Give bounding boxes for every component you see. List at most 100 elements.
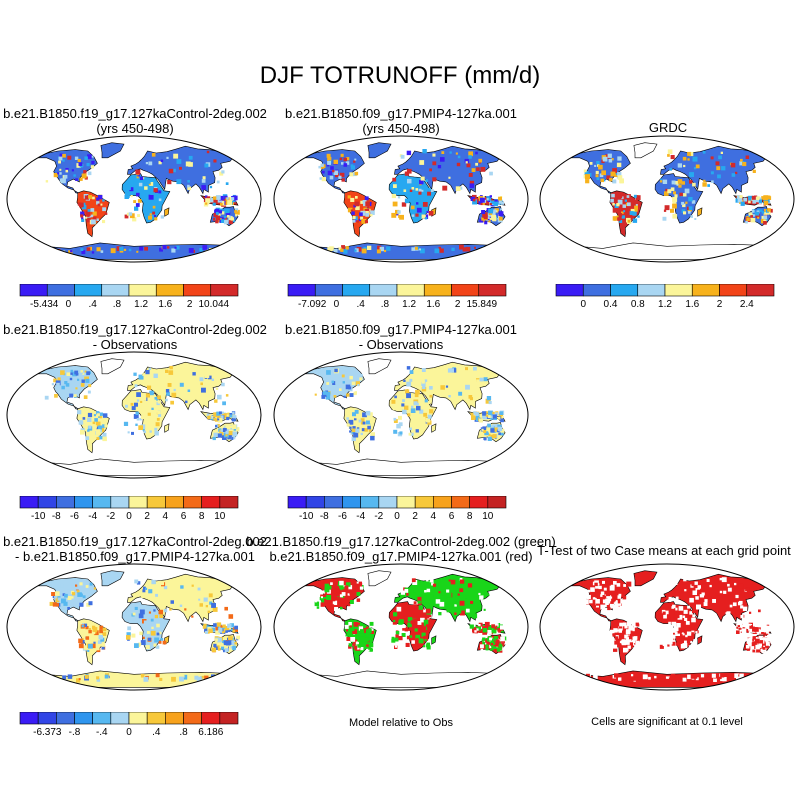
grid-cell [666, 594, 671, 600]
grid-cell [366, 206, 369, 209]
grid-cell [179, 382, 184, 387]
grid-cell [62, 593, 66, 596]
land-greenland [633, 142, 658, 159]
grid-cell [355, 641, 359, 645]
grid-cell [360, 200, 364, 204]
grid-cell [376, 249, 381, 254]
grid-cell [131, 431, 134, 435]
grid-cell [126, 635, 131, 640]
grid-cell [633, 194, 637, 198]
grid-cell [110, 248, 116, 254]
grid-cell [737, 606, 741, 610]
grid-cell [346, 393, 350, 397]
grid-cell [137, 214, 140, 217]
grid-cell [316, 606, 320, 609]
land-madagascar [697, 207, 703, 217]
grid-cell [419, 248, 425, 254]
grid-cell [97, 203, 101, 207]
grid-cell [346, 637, 351, 641]
grid-cell [624, 634, 628, 639]
grid-cell [690, 215, 693, 218]
grid-cell [609, 585, 615, 591]
grid-cell [102, 199, 105, 202]
grid-cell [417, 596, 422, 601]
grid-cell [595, 585, 599, 589]
grid-cell [689, 604, 692, 607]
colorbar-swatch [19, 284, 48, 297]
grid-cell [356, 247, 362, 252]
grid-cell [727, 580, 730, 583]
grid-cell [611, 158, 614, 161]
grid-cell [225, 626, 230, 631]
colorbar-swatch [46, 284, 75, 297]
grid-cell [763, 221, 767, 225]
grid-cell [370, 630, 374, 634]
map-border [6, 563, 262, 691]
grid-cell [205, 580, 209, 584]
grid-cell [713, 678, 717, 682]
grid-cell [692, 182, 696, 187]
colorbar-swatch [451, 496, 470, 509]
grid-cell [83, 170, 87, 174]
map-border [273, 135, 529, 263]
colorbar-tick-label: .4 [89, 299, 98, 308]
grid-cell [370, 210, 375, 215]
grid-cell [84, 195, 90, 200]
grid-cell [635, 637, 640, 642]
grid-cell [163, 585, 168, 590]
grid-cell [684, 617, 688, 621]
grid-cell [154, 217, 158, 221]
grid-cell [624, 625, 628, 629]
grid-cell [488, 208, 493, 214]
colorbar-tick-label: .4 [357, 299, 366, 308]
grid-cell [158, 198, 162, 202]
grid-cell [405, 626, 408, 629]
grid-cell [600, 604, 606, 610]
grid-cell [142, 429, 145, 432]
grid-cell [432, 602, 436, 605]
grid-cell [88, 195, 92, 199]
grid-cell [469, 624, 474, 629]
grid-cell [61, 394, 64, 397]
grid-cell [457, 155, 461, 159]
grid-cell [474, 246, 476, 249]
grid-cell [330, 599, 334, 604]
grid-cell [203, 623, 207, 627]
grid-cell [421, 214, 426, 219]
grid-cell [427, 414, 432, 419]
grid-cell [235, 209, 240, 215]
colorbar-swatch [691, 284, 720, 297]
grid-cell [481, 196, 485, 200]
grid-cell [616, 601, 621, 606]
grid-cell [696, 604, 701, 610]
colorbar-swatch [555, 284, 584, 297]
grid-cell [457, 593, 460, 596]
grid-cell [154, 397, 159, 401]
grid-cell [676, 611, 681, 615]
grid-cell [230, 646, 234, 649]
grid-cell [595, 599, 600, 604]
panel-title-p8: T-Test of two Case means at each grid po… [528, 543, 800, 558]
grid-cell [677, 628, 682, 634]
grid-cell [763, 215, 768, 219]
grid-cell [346, 157, 350, 161]
grid-cell [748, 195, 753, 201]
grid-cell [484, 201, 489, 205]
grid-cell [213, 432, 218, 437]
grid-cell [233, 195, 238, 201]
grid-cell [81, 219, 85, 222]
grid-cell [672, 203, 677, 209]
grid-cell [455, 602, 458, 605]
grid-cell [206, 196, 211, 200]
grid-cell [327, 156, 332, 162]
grid-cell [397, 196, 401, 199]
grid-cell [472, 198, 476, 202]
grid-cell [129, 675, 134, 680]
grid-cell [667, 154, 670, 157]
land-madagascar [431, 635, 437, 645]
grid-cell [154, 431, 159, 436]
grid-cell [153, 188, 158, 193]
panel-title-p1: b.e21.B1850.f19_g17.127kaControl-2deg.00… [0, 106, 270, 136]
colorbar-tick-label: 15.849 [467, 299, 498, 308]
colorbar-tick-label: -6 [338, 511, 347, 520]
